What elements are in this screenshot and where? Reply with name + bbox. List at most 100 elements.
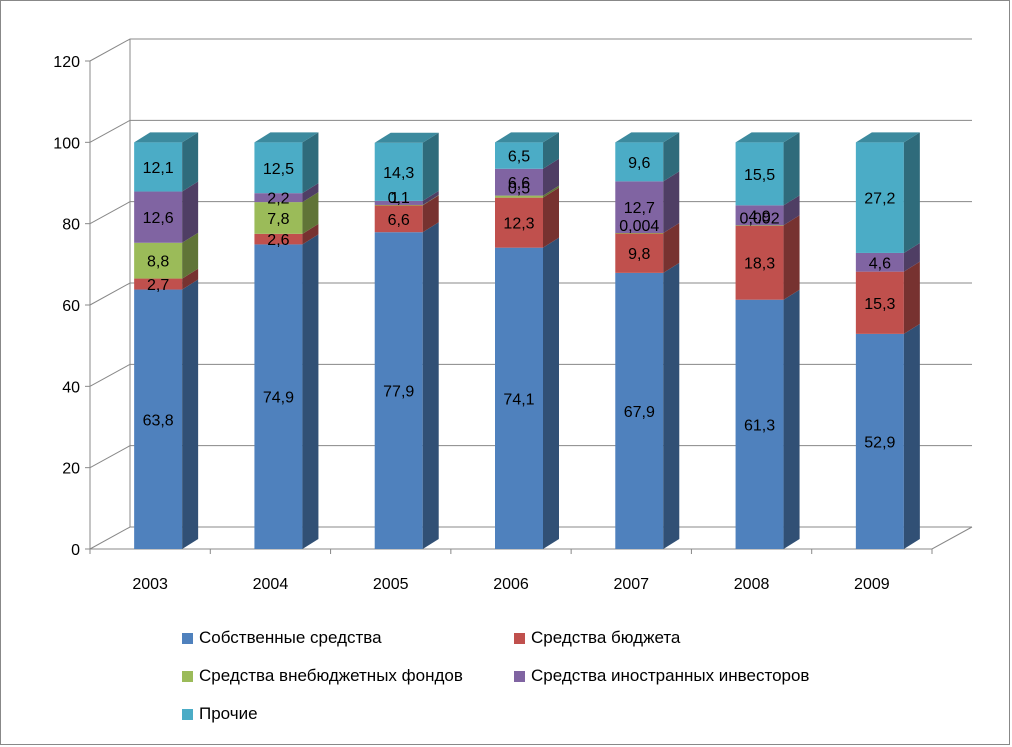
data-label: 74,1 [503,391,534,408]
bar-segment [134,191,183,243]
bar-segment-side [302,234,319,549]
bar-top [374,132,439,143]
data-label: 4,6 [869,255,891,272]
bar-segment-side [543,237,559,549]
bar-segment [855,271,904,334]
bar-segment [855,252,904,272]
bar-top [254,132,319,143]
data-label: 4,9 [748,208,770,225]
gridline [89,363,972,387]
legend-swatch [514,632,525,644]
data-label: 15,5 [744,167,775,184]
x-tick-label: 2008 [734,576,770,593]
y-tick-label: 40 [62,379,80,396]
x-tick-label: 2005 [373,576,409,593]
gridline [89,119,972,143]
bar-segment [374,200,423,205]
data-label: 6,5 [508,149,530,166]
bar-segment [374,205,423,233]
legend-item-foreign-investors: Средства иностранных инвесторов [514,666,809,686]
x-tick-label: 2006 [493,576,529,593]
data-label: 2,6 [267,232,289,249]
bar-segment-side [783,215,800,300]
gridline [89,282,972,306]
data-label: 12,7 [624,200,655,217]
legend-item-other: Прочие [182,704,258,724]
bar-segment [134,289,183,549]
bar-segment [735,225,784,226]
data-label: 77,9 [383,384,414,401]
bar-2004 [254,132,319,549]
legend-swatch [182,632,193,644]
x-axis-ticks: 2003 2004 2005 2006 2007 2008 2009 [89,549,933,593]
bar-2009 [855,132,920,549]
x-tick-label: 2004 [253,576,289,593]
bar-2006 [495,132,559,549]
data-label: 12,3 [503,216,534,233]
bar-segment-side [663,262,680,549]
bar-segment [735,299,784,549]
bar-segment-side [182,279,199,549]
bar-segment-side [302,183,319,203]
data-label: 52,9 [864,434,895,451]
data-label: 6,6 [508,175,530,192]
data-label: 9,8 [628,246,650,263]
bar-2003 [134,132,199,549]
bar-segment [254,233,303,245]
bar-top [495,132,559,143]
bar-segment [615,272,664,549]
bar-top [615,132,680,143]
legend-label: Средства внебюджетных фондов [199,666,463,685]
bar-segment [134,278,183,290]
bar-segment-side [903,261,920,334]
bar-segment-side [422,195,439,233]
bar-segment-side [663,171,680,234]
bar-segment [495,195,543,198]
bar-segment [254,193,303,203]
bar-segment-side [903,242,920,272]
data-label: 74,9 [263,390,294,407]
data-label: 18,3 [744,256,775,273]
data-label: 15,3 [864,296,895,313]
data-label: 63,8 [143,412,174,429]
bar-segment-side [783,132,800,206]
bar-2007 [615,132,680,549]
bar-segment [374,232,423,549]
bar-segment [134,242,183,279]
data-label: 61,3 [744,417,775,434]
bar-segment-side [903,132,920,253]
legend-swatch [182,670,193,682]
bar-segment [735,225,784,300]
data-label: 0,1 [388,190,410,207]
y-tick-label: 80 [62,217,80,234]
legend-label: Средства иностранных инвесторов [531,666,810,685]
x-tick-label: 2003 [132,576,168,593]
data-label: 14,3 [383,165,414,182]
bar-segment [615,233,664,234]
data-labels: 63,8 2,7 8,8 12,6 12,1 74,9 2,6 7,8 2,2 12,5 77,9 6… [143,149,896,452]
data-label: 0,5 [508,181,530,198]
data-label: 2,7 [147,277,169,294]
legend-label: Собственные средства [199,628,382,647]
legend-swatch [182,708,193,720]
legend-item-extrabudget: Средства внебюджетных фондов [182,666,463,686]
bar-segment-side [182,181,199,243]
bar-segment [495,168,543,196]
bar-segment-side [543,158,559,196]
bar-2005 [374,132,439,549]
data-label: 0,004 [619,218,659,235]
data-label: 27,2 [864,191,895,208]
bar-segment [495,142,543,169]
data-label: 12,1 [143,160,174,177]
bar-segment [374,204,423,206]
x-tick-label: 2009 [854,576,890,593]
bar-segment [615,142,664,182]
legend-swatch [514,670,525,682]
bar-segment [254,244,303,549]
gridline [89,526,972,550]
data-label: 1 [390,190,399,207]
bar-segment [254,142,303,194]
bar-top [855,132,920,143]
bars [134,132,920,549]
bar-segment-side [903,323,920,549]
